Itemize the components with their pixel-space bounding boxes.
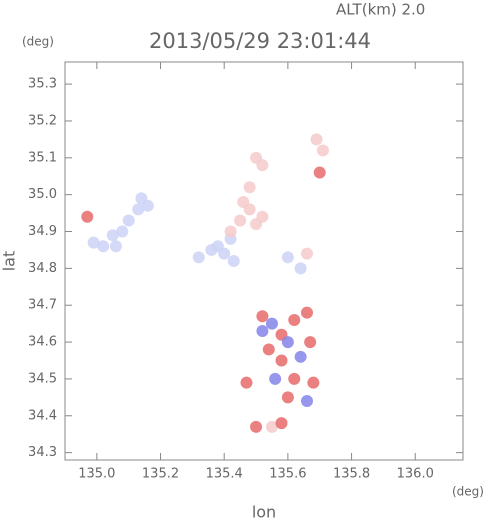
radar-echo: [240, 376, 253, 389]
radar-echo: [265, 420, 278, 433]
y-tick-label: 34.4: [28, 408, 57, 423]
radar-echo: [122, 214, 135, 227]
radar-echo: [300, 247, 313, 260]
y-tick-label: 35.2: [28, 113, 57, 128]
radar-echo: [310, 133, 323, 146]
radar-echo: [304, 336, 317, 349]
radar-echo: [269, 372, 282, 385]
radar-echo: [211, 240, 224, 253]
x-tick-label: 136.0: [397, 467, 434, 482]
radar-echo: [109, 240, 122, 253]
radar-echo: [281, 251, 294, 264]
x-unit: (deg): [452, 485, 484, 499]
radar-echo: [116, 225, 129, 238]
radar-echo: [275, 417, 288, 430]
radar-echo: [87, 236, 100, 249]
y-tick-label: 34.3: [28, 445, 57, 460]
radar-echo: [300, 306, 313, 319]
radar-echo: [192, 251, 205, 264]
radar-echo: [262, 343, 275, 356]
radar-echo: [234, 214, 247, 227]
y-tick-label: 35.0: [28, 187, 57, 202]
radar-echo: [132, 203, 145, 216]
radar-echo: [141, 199, 154, 212]
radar-echo: [288, 313, 301, 326]
radar-echo: [316, 144, 329, 157]
x-tick-label: 135.0: [78, 467, 115, 482]
radar-echo: [243, 181, 256, 194]
radar-echo: [288, 372, 301, 385]
radar-echo: [256, 325, 269, 338]
radar-echo: [300, 395, 313, 408]
y-unit: (deg): [22, 35, 54, 49]
radar-echo: [250, 420, 263, 433]
radar-echo: [81, 210, 94, 223]
plot-frame: [64, 61, 464, 461]
y-tick-label: 34.6: [28, 335, 57, 350]
y-axis-label: lat: [0, 251, 19, 272]
y-tick-label: 35.1: [28, 150, 57, 165]
y-tick-label: 34.8: [28, 261, 57, 276]
x-tick-label: 135.8: [333, 467, 370, 482]
radar-echo: [106, 229, 119, 242]
x-tick-label: 135.6: [269, 467, 306, 482]
radar-echo: [237, 196, 250, 209]
x-tick-label: 135.4: [206, 467, 243, 482]
radar-echo: [265, 317, 278, 330]
radar-echo: [256, 210, 269, 223]
y-tick-label: 34.7: [28, 298, 57, 313]
y-tick-label: 35.3: [28, 77, 57, 92]
radar-echo: [281, 336, 294, 349]
radar-echo: [313, 166, 326, 179]
y-tick-label: 34.9: [28, 224, 57, 239]
y-tick-label: 34.5: [28, 371, 57, 386]
radar-echo: [294, 350, 307, 363]
chart-title: 2013/05/29 23:01:44: [149, 29, 371, 53]
radar-echo: [256, 310, 269, 323]
radar-echo: [294, 262, 307, 275]
x-axis-label: lon: [252, 503, 276, 522]
radar-echo: [281, 391, 294, 404]
radar-echo: [227, 255, 240, 267]
radar-echo: [97, 240, 110, 253]
x-tick-label: 135.2: [142, 467, 179, 482]
radar-echo: [275, 354, 288, 367]
radar-echo: [307, 376, 320, 389]
radar-echo: [256, 159, 269, 172]
annotation: ALT(km) 2.0: [336, 1, 425, 19]
radar-echo: [224, 225, 237, 238]
